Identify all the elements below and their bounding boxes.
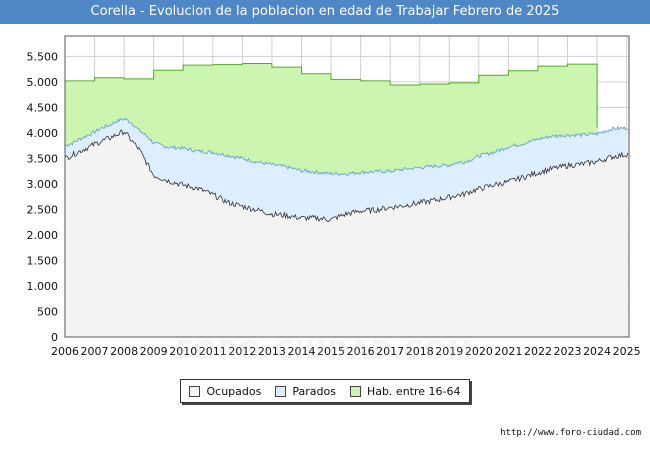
legend-item-hab: Hab. entre 16-64 [349,384,461,398]
x-tick-label: 2018 [406,345,434,358]
x-tick-label: 2013 [258,345,286,358]
y-tick-label: 3.000 [27,178,59,191]
x-tick-label: 2008 [110,345,138,358]
x-tick-label: 2017 [376,345,404,358]
legend-swatch-parados [275,385,287,397]
legend-swatch-hab [349,385,361,397]
legend-label-ocupados: Ocupados [206,384,262,398]
legend-label-parados: Parados [292,384,336,398]
chart-legend: Ocupados Parados Hab. entre 16-64 [180,379,470,403]
x-tick-label: 2015 [317,345,345,358]
x-tick-label: 2025 [613,345,641,358]
x-tick-label: 2019 [435,345,463,358]
y-tick-label: 2.000 [27,229,59,242]
x-tick-label: 2006 [51,345,79,358]
chart-title: Corella - Evolucion de la poblacion en e… [0,0,650,24]
series-ocupados-area [65,130,628,337]
y-tick-label: 1.500 [27,254,59,267]
x-tick-label: 2016 [347,345,375,358]
x-tick-label: 2020 [465,345,493,358]
series-ocupados-line [64,129,629,222]
legend-label-hab: Hab. entre 16-64 [366,384,461,398]
y-tick-label: 0 [51,331,58,344]
legend-item-parados: Parados [275,385,336,398]
x-tick-label: 2011 [199,345,227,358]
y-tick-label: 3.500 [27,152,59,165]
x-tick-label: 2010 [169,345,197,358]
y-tick-label: 4.000 [27,127,59,140]
y-tick-label: 4.500 [27,101,59,114]
plot-border [64,35,630,338]
x-tick-label: 2009 [140,345,168,358]
x-tick-label: 2021 [494,345,522,358]
y-tick-label: 1.000 [27,280,59,293]
y-tick-label: 500 [37,305,58,318]
y-tick-label: 2.500 [27,203,59,216]
watermark: FORO-CIUDAD.COM [175,336,475,366]
x-tick-label: 2024 [583,345,611,358]
series-hab-line [65,63,598,128]
legend-item-ocupados: Ocupados [189,385,261,398]
series-parados-line [64,117,629,176]
x-tick-label: 2012 [228,345,256,358]
y-tick-label: 5.500 [27,50,59,63]
legend-swatch-ocupados [189,385,201,397]
x-tick-label: 2007 [81,345,109,358]
x-tick-label: 2022 [524,345,552,358]
x-tick-label: 2023 [554,345,582,358]
x-tick-label: 2014 [287,345,315,358]
source-credit[interactable]: http://www.foro-ciudad.com [500,428,641,438]
y-tick-label: 5.000 [27,76,59,89]
